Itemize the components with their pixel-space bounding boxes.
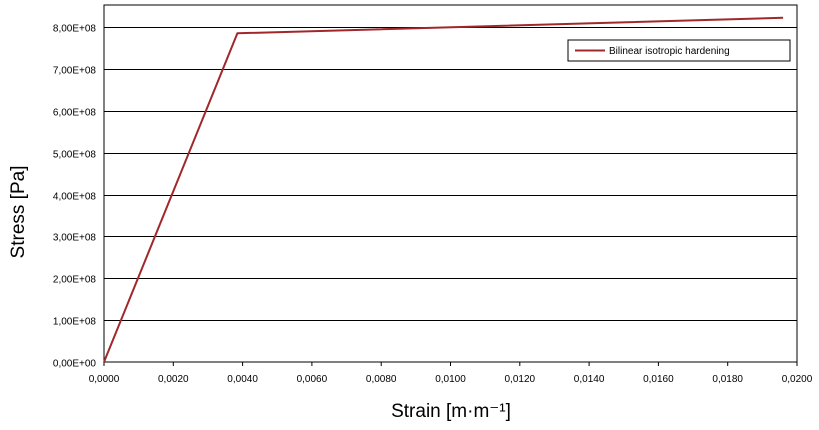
- legend-box: [567, 39, 791, 62]
- x-tick-label: 0,0060: [297, 374, 328, 385]
- x-tick-label: 0,0180: [712, 374, 743, 385]
- y-axis-title: Stress [Pa]: [8, 166, 29, 259]
- y-tick-label: 8,00E+08: [53, 24, 97, 35]
- series-layer: [103, 16, 784, 363]
- x-tick-label: 0,0160: [643, 374, 674, 385]
- x-tick-label: 0,0140: [574, 374, 605, 385]
- y-tick-label: 2,00E+08: [53, 275, 97, 286]
- x-tick-label: 0,0120: [505, 374, 536, 385]
- x-tick-label: 0,0040: [227, 374, 258, 385]
- x-axis-title: Strain [m·m⁻¹]: [391, 401, 511, 422]
- gridlines: [104, 27, 797, 321]
- x-tick-label: 0,0080: [366, 374, 397, 385]
- legend: Bilinear isotropic hardening: [567, 39, 791, 62]
- y-tick-label: 4,00E+08: [53, 192, 97, 203]
- x-tick-labels: 0,0000 0,0020 0,0040 0,0060 0,0080 0,0100 0,01…: [89, 362, 813, 385]
- y-tick-labels: 0,00E+00 1,00E+08 2,00E+08 3,00E+08 4,00E+08…: [53, 24, 97, 370]
- y-tick-label: 0,00E+00: [53, 359, 97, 370]
- x-tick-label: 0,0100: [435, 374, 466, 385]
- series-line: [103, 16, 784, 363]
- y-tick-label: 3,00E+08: [53, 233, 97, 244]
- x-tick-label: 0,0000: [89, 374, 120, 385]
- y-tick-label: 7,00E+08: [53, 66, 97, 77]
- x-tick-label: 0,0200: [782, 374, 813, 385]
- legend-label: Bilinear isotropic hardening: [609, 46, 730, 57]
- y-tick-label: 6,00E+08: [53, 108, 97, 119]
- y-tick-label: 1,00E+08: [53, 317, 97, 328]
- y-tick-label: 5,00E+08: [53, 150, 97, 161]
- x-tick-label: 0,0020: [158, 374, 189, 385]
